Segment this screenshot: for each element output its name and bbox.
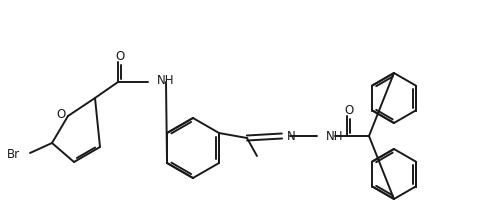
Text: NH: NH — [157, 75, 174, 88]
Text: O: O — [115, 51, 125, 63]
Text: Br: Br — [7, 149, 20, 161]
Text: O: O — [56, 109, 66, 121]
Text: O: O — [344, 104, 354, 118]
Text: N: N — [287, 129, 296, 143]
Text: NH: NH — [326, 129, 344, 143]
